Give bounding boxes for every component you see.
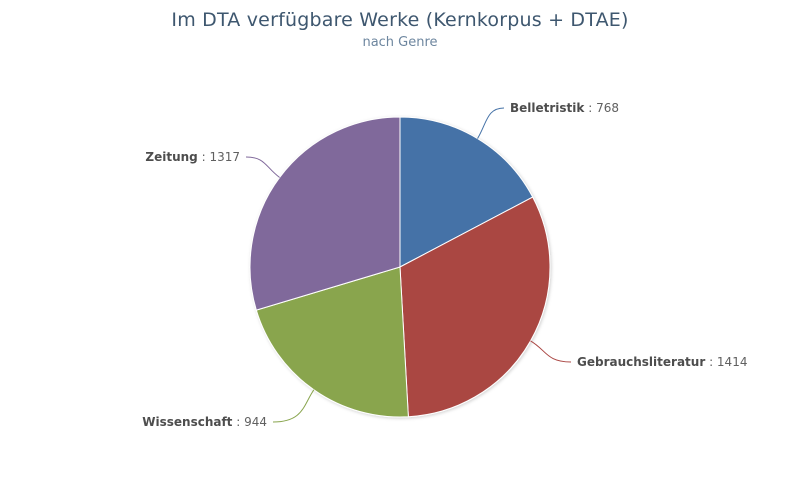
chart-subtitle: nach Genre [362,35,438,50]
label-connector-zeitung [245,156,280,178]
label-connector-gebrauchsliteratur [530,340,572,363]
label-connector-belletristik [477,107,505,139]
label-connector-wissenschaft [272,389,315,423]
data-label-belletristik: Belletristik : 768 [510,101,619,115]
data-label-gebrauchsliteratur: Gebrauchsliteratur : 1414 [577,355,747,369]
chart-title: Im DTA verfügbare Werke (Kernkorpus + DT… [171,9,629,31]
data-label-zeitung: Zeitung : 1317 [145,150,240,164]
data-label-wissenschaft: Wissenschaft : 944 [142,415,267,429]
